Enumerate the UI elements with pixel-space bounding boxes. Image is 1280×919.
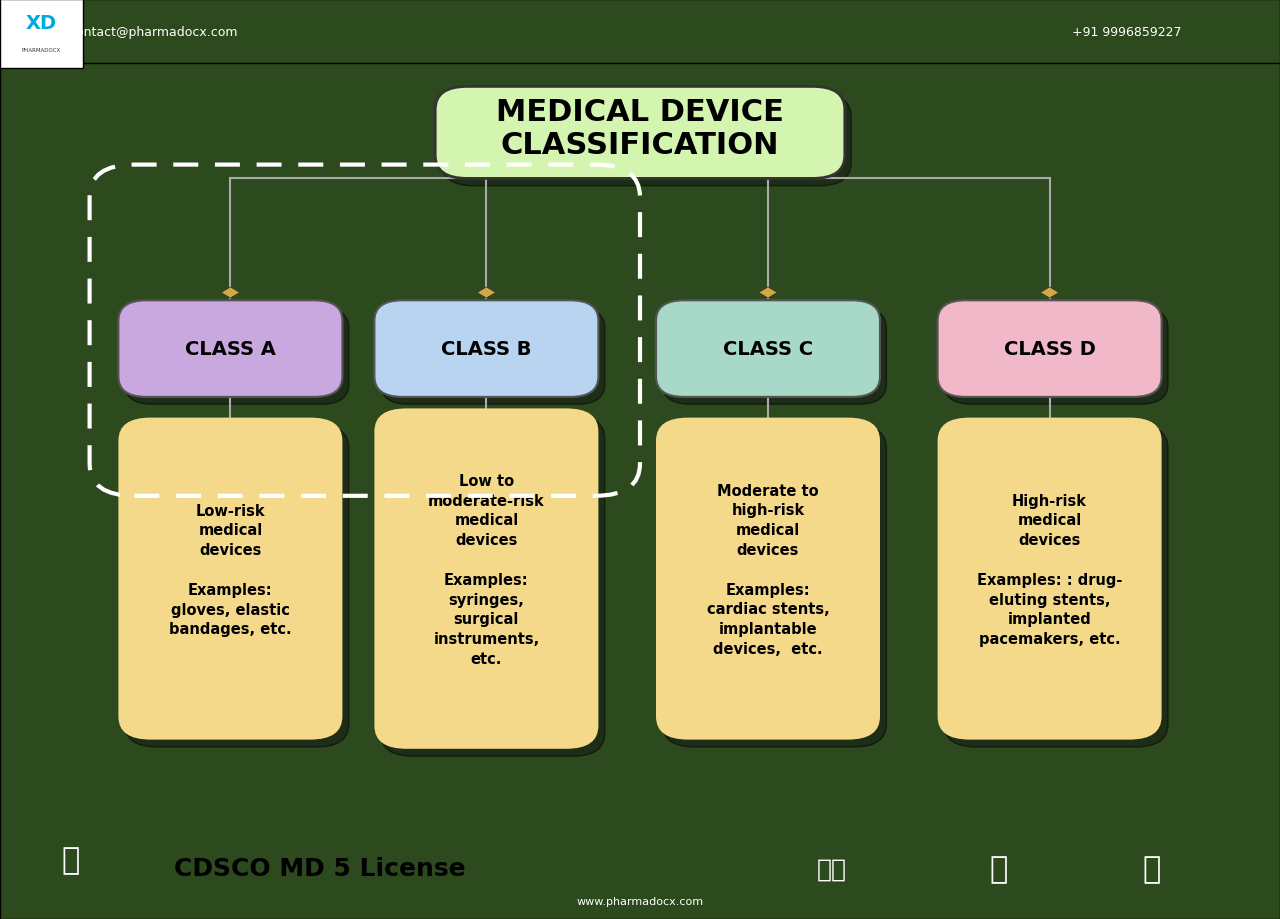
Polygon shape [221,288,239,299]
FancyBboxPatch shape [943,309,1167,404]
FancyBboxPatch shape [119,418,343,740]
FancyBboxPatch shape [381,309,604,404]
Text: 💉: 💉 [1143,854,1161,883]
Text: CDSCO MD 5 License: CDSCO MD 5 License [174,857,466,880]
Text: +91 9996859227: +91 9996859227 [1071,26,1181,39]
FancyBboxPatch shape [442,95,851,187]
Text: CLASS C: CLASS C [723,340,813,358]
Text: High-risk
medical
devices

Examples: : drug-
eluting stents,
implanted
pacemaker: High-risk medical devices Examples: : dr… [977,494,1123,646]
Text: XD: XD [26,14,56,32]
Polygon shape [1041,288,1059,299]
Text: 🧤: 🧤 [61,845,79,874]
FancyBboxPatch shape [381,416,604,756]
Polygon shape [759,288,777,299]
Text: PHARMADOCX: PHARMADOCX [22,48,60,53]
Text: www.pharmadocx.com: www.pharmadocx.com [576,896,704,905]
FancyBboxPatch shape [374,409,599,749]
FancyBboxPatch shape [0,0,1280,64]
FancyBboxPatch shape [374,301,599,397]
Text: MEDICAL DEVICE
CLASSIFICATION: MEDICAL DEVICE CLASSIFICATION [497,97,783,160]
FancyBboxPatch shape [663,425,886,747]
FancyBboxPatch shape [435,87,845,179]
FancyBboxPatch shape [943,425,1167,747]
Polygon shape [477,288,495,299]
Text: 🔧🔪: 🔧🔪 [817,857,847,880]
FancyBboxPatch shape [125,425,348,747]
FancyBboxPatch shape [657,301,881,397]
Text: contact@pharmadocx.com: contact@pharmadocx.com [69,26,238,39]
FancyBboxPatch shape [657,418,881,740]
FancyBboxPatch shape [937,301,1162,397]
Text: Moderate to
high-risk
medical
devices

Examples:
cardiac stents,
implantable
dev: Moderate to high-risk medical devices Ex… [707,483,829,656]
Text: Low-risk
medical
devices

Examples:
gloves, elastic
bandages, etc.: Low-risk medical devices Examples: glove… [169,503,292,637]
Text: 🩹: 🩹 [989,854,1007,883]
FancyBboxPatch shape [125,309,348,404]
Text: CLASS A: CLASS A [186,340,275,358]
FancyBboxPatch shape [0,0,83,69]
FancyBboxPatch shape [663,309,886,404]
Text: Low to
moderate-risk
medical
devices

Examples:
syringes,
surgical
instruments,
: Low to moderate-risk medical devices Exa… [428,473,545,666]
Text: CLASS B: CLASS B [442,340,531,358]
FancyBboxPatch shape [937,418,1162,740]
Text: CLASS D: CLASS D [1004,340,1096,358]
FancyBboxPatch shape [119,301,343,397]
